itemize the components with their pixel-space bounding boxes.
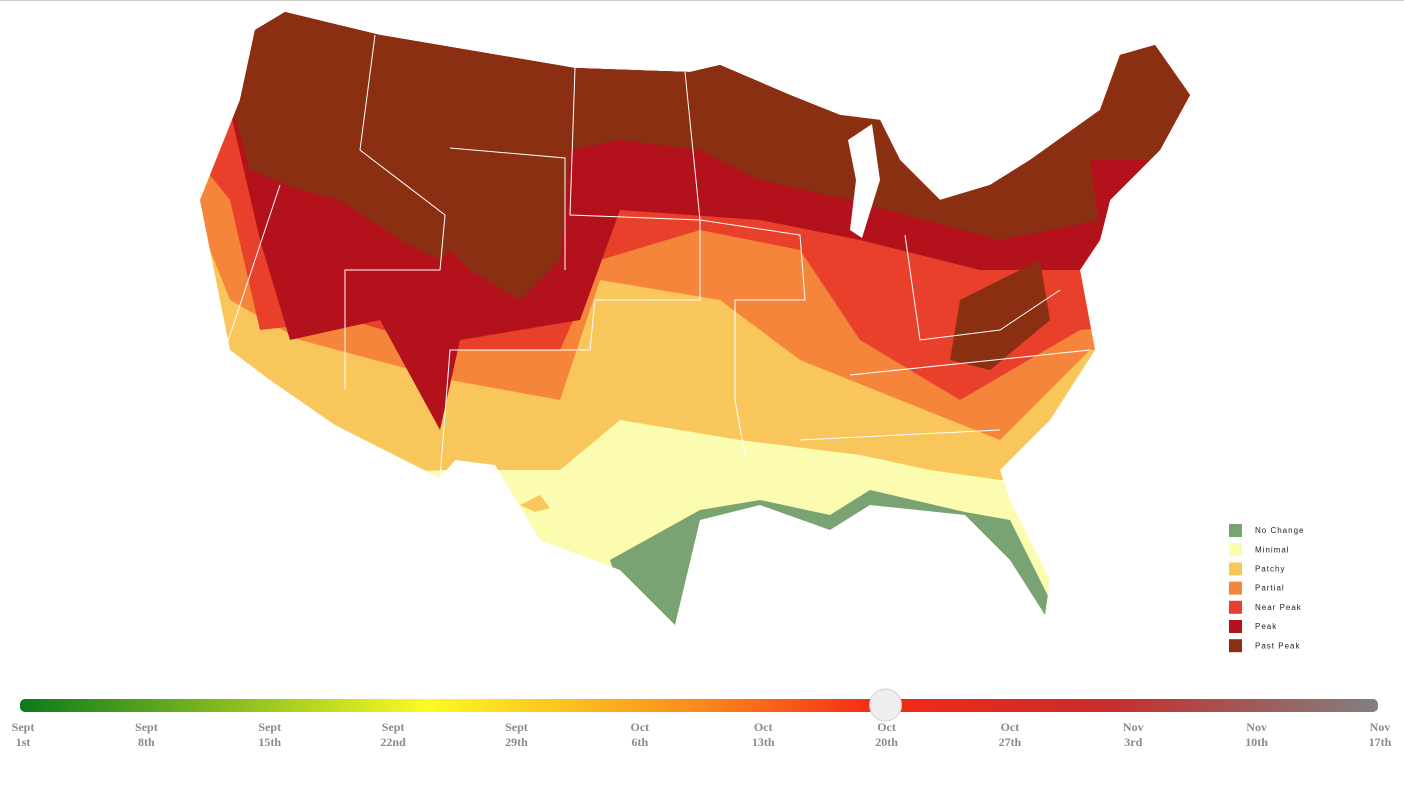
timeline-month: Oct (1001, 720, 1020, 734)
timeline-day: 17th (1369, 735, 1392, 749)
legend-label: Near Peak (1255, 603, 1302, 612)
timeline-month: Sept (135, 720, 158, 734)
timeline-day: 8th (138, 735, 155, 749)
legend-label: No Change (1255, 526, 1304, 535)
timeline-day: 13th (752, 735, 775, 749)
legend-swatch (1229, 543, 1242, 557)
legend: No Change Minimal Patchy Partial Near Peak Pe… (1229, 524, 1304, 653)
state-lines (224, 34, 1091, 479)
peak-region (1090, 160, 1170, 230)
timeline-month: Oct (630, 720, 649, 734)
legend-label: Partial (1255, 584, 1285, 593)
past-peak-region (950, 260, 1050, 370)
past-peak-region (430, 150, 570, 300)
timeline-month: Sept (382, 720, 405, 734)
timeline-day: 1st (16, 735, 31, 749)
timeline-day: 22nd (380, 735, 406, 749)
timeline-month: Nov (1370, 720, 1391, 734)
lake-michigan (848, 124, 880, 238)
timeline-day: 10th (1245, 735, 1268, 749)
timeline-day: 29th (505, 735, 528, 749)
patchy-region (520, 495, 550, 512)
timeline-month: Sept (258, 720, 281, 734)
timeline-day: 27th (999, 735, 1022, 749)
legend-swatch (1229, 581, 1242, 595)
timeline-month: Nov (1123, 720, 1144, 734)
legend-label: Past Peak (1255, 641, 1300, 650)
timeline-day: 15th (258, 735, 281, 749)
timeline-day: 20th (875, 735, 898, 749)
legend-label: Peak (1255, 622, 1277, 631)
legend-label: Minimal (1255, 545, 1290, 554)
timeline-month: Nov (1246, 720, 1267, 734)
legend-swatch (1229, 600, 1242, 614)
legend-swatch (1229, 620, 1242, 633)
timeline-thumb[interactable] (869, 688, 903, 722)
legend-swatch (1229, 639, 1242, 653)
timeline-month: Oct (877, 720, 896, 734)
legend-swatch (1229, 524, 1242, 537)
timeline-day: 3rd (1124, 735, 1142, 749)
timeline-month: Sept (12, 720, 35, 734)
legend-swatch (1229, 562, 1242, 576)
timeline: Sept1stSept8thSept15thSept22ndSept29thOc… (12, 688, 1392, 749)
us-map (200, 12, 1190, 625)
timeline-track[interactable] (20, 699, 1378, 712)
timeline-month: Oct (754, 720, 773, 734)
timeline-month: Sept (505, 720, 528, 734)
legend-label: Patchy (1255, 565, 1285, 574)
timeline-day: 6th (631, 735, 648, 749)
